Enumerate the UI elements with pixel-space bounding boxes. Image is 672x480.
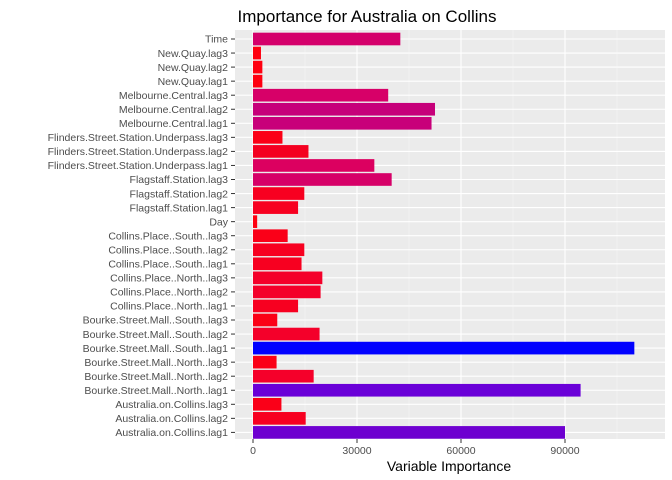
- bar: [253, 397, 282, 411]
- bar: [253, 229, 288, 243]
- bar: [253, 383, 581, 397]
- y-tick-label: Australia.on.Collins.lag1: [115, 427, 228, 439]
- y-axis-labels: Time New.Quay.lag3 New.Quay.lag2 New.Quay.l…: [48, 34, 235, 439]
- y-tick-label: Bourke.Street.Mall..North..lag2: [84, 371, 228, 383]
- chart-title: Importance for Australia on Collins: [238, 7, 497, 26]
- bar: [253, 32, 401, 46]
- y-tick-label: Flinders.Street.Station.Underpass.lag3: [48, 132, 229, 144]
- y-tick-label: Flagstaff.Station.lag3: [130, 174, 229, 186]
- bar: [253, 313, 278, 327]
- x-axis-ticks: 0 30000 60000 90000: [250, 439, 580, 457]
- bar: [253, 173, 392, 186]
- x-tick-label: 30000: [342, 445, 371, 457]
- bar: [253, 145, 309, 158]
- y-tick-label: Melbourne.Central.lag1: [119, 118, 228, 130]
- bar: [253, 257, 302, 271]
- y-tick-label: New.Quay.lag1: [158, 76, 229, 88]
- bar: [253, 116, 432, 130]
- y-tick-label: Australia.on.Collins.lag3: [115, 399, 228, 411]
- bar: [253, 60, 263, 74]
- bar: [253, 426, 565, 439]
- bar: [253, 201, 299, 214]
- bar: [253, 341, 635, 355]
- bar: [253, 412, 306, 425]
- x-axis-title: Variable Importance: [387, 458, 511, 474]
- bar: [253, 327, 320, 341]
- bar: [253, 159, 375, 172]
- bar: [253, 131, 283, 144]
- y-tick-label: Flinders.Street.Station.Underpass.lag1: [48, 160, 229, 172]
- x-tick-label: 90000: [550, 445, 579, 457]
- x-tick-label: 0: [250, 445, 256, 457]
- y-tick-label: Collins.Place..North..lag1: [110, 301, 228, 313]
- x-tick-label: 60000: [446, 445, 475, 457]
- y-tick-label: Collins.Place..North..lag3: [110, 273, 228, 285]
- bar: [253, 187, 305, 200]
- y-tick-label: Melbourne.Central.lag2: [119, 104, 228, 116]
- y-tick-label: Bourke.Street.Mall..South..lag3: [83, 315, 228, 327]
- bar: [253, 369, 314, 383]
- bar: [253, 215, 258, 228]
- y-tick-label: Bourke.Street.Mall..North..lag3: [84, 357, 228, 369]
- bar: [253, 74, 263, 88]
- y-tick-label: Bourke.Street.Mall..South..lag1: [83, 343, 228, 355]
- bars: [253, 32, 635, 439]
- y-tick-label: Flagstaff.Station.lag2: [130, 188, 229, 200]
- y-tick-label: New.Quay.lag3: [158, 48, 229, 60]
- y-tick-label: Australia.on.Collins.lag2: [115, 413, 228, 425]
- bar: [253, 102, 435, 116]
- bar: [253, 285, 321, 299]
- y-tick-label: Collins.Place..South..lag3: [108, 230, 228, 242]
- y-tick-label: Day: [209, 216, 228, 228]
- bar: [253, 299, 299, 313]
- y-tick-label: Bourke.Street.Mall..South..lag2: [83, 329, 228, 341]
- bar: [253, 46, 261, 60]
- bar: [253, 355, 277, 369]
- y-tick-label: Collins.Place..North..lag2: [110, 287, 228, 299]
- y-tick-label: Melbourne.Central.lag3: [119, 90, 228, 102]
- bar: [253, 271, 323, 285]
- y-tick-label: Time: [205, 34, 228, 46]
- y-tick-label: Collins.Place..South..lag2: [108, 244, 228, 256]
- y-tick-label: Bourke.Street.Mall..North..lag1: [84, 385, 228, 397]
- y-tick-label: New.Quay.lag2: [158, 62, 229, 74]
- y-tick-label: Flinders.Street.Station.Underpass.lag2: [48, 146, 229, 158]
- y-tick-label: Collins.Place..South..lag1: [108, 259, 228, 271]
- bar: [253, 243, 305, 257]
- y-tick-label: Flagstaff.Station.lag1: [130, 202, 229, 214]
- bar: [253, 88, 389, 102]
